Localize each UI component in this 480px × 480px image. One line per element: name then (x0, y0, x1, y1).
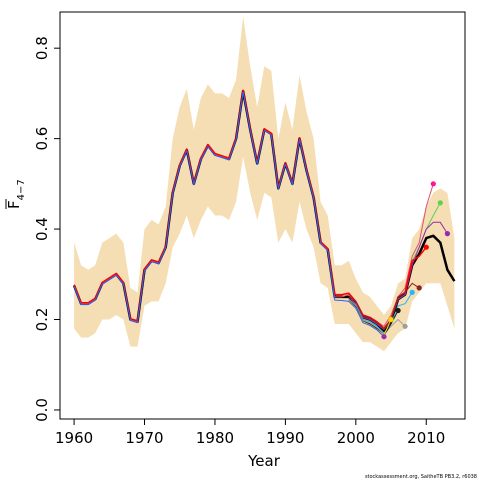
endpoint-2004 (381, 334, 387, 340)
endpoint-2006 (395, 307, 401, 314)
plot-frame (59, 11, 466, 420)
endpoint-2007 (402, 323, 408, 329)
y-axis-title-main: F (5, 200, 23, 209)
x-axis: 1960 1970 1980 1990 2000 2010 (55, 419, 445, 447)
endpoint-2010 (423, 244, 429, 250)
x-tick-label-2000: 2000 (337, 429, 375, 447)
endpoint-2008 (409, 289, 415, 295)
x-tick-label-1980: 1980 (196, 429, 234, 447)
y-tick-label-0: 0.0 (33, 398, 51, 422)
y-tick-label-4: 0.8 (33, 36, 51, 60)
series-line-11 (73, 91, 385, 338)
y-axis: 0.0 0.2 0.4 0.6 0.8 (33, 36, 60, 422)
svg-text:F4−7: F4−7 (5, 179, 27, 209)
confidence-band-area (74, 16, 455, 352)
y-tick-label-3: 0.6 (33, 127, 51, 151)
x-axis-title: Year (247, 452, 281, 470)
endpoint-2005 (388, 316, 394, 323)
x-tick-label-2010: 2010 (407, 429, 445, 447)
series-endpoints (381, 181, 450, 340)
x-tick-label-1970: 1970 (125, 429, 163, 447)
y-tick-label-2: 0.4 (33, 217, 51, 241)
endpoint-2012 (437, 200, 443, 206)
series-line-6 (348, 282, 420, 330)
credit-text: stockassessment.org, SaitheTB PB3.2, r60… (365, 474, 477, 480)
confidence-band (74, 16, 455, 352)
x-tick-label-1960: 1960 (55, 429, 93, 447)
y-tick-label-1: 0.2 (33, 308, 51, 332)
y-axis-title-sub: 4−7 (16, 179, 27, 200)
endpoint-2011 (430, 181, 436, 187)
x-tick-label-1990: 1990 (266, 429, 304, 447)
y-axis-title: F4−7 (5, 179, 27, 209)
endpoint-2009 (416, 285, 422, 291)
endpoint-2013 (444, 231, 450, 237)
